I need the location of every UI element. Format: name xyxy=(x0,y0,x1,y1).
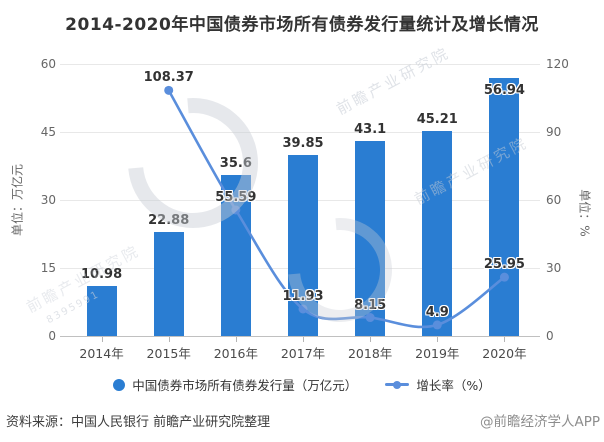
y-axis-tick-label-right: 120 xyxy=(546,57,569,71)
bar-value-label: 22.88 xyxy=(148,213,190,229)
legend-item-growth-rate[interactable]: 增长率（%） xyxy=(385,375,491,394)
chart-title: 2014-2020年中国债券市场所有债券发行量统计及增长情况 xyxy=(65,15,539,35)
x-axis-label: 2018年 xyxy=(347,346,393,361)
x-axis-tick xyxy=(303,337,304,342)
x-axis-tick xyxy=(168,337,170,342)
y-axis-tick-label-left: 15 xyxy=(40,261,56,275)
bar-value-label: 43.1 xyxy=(354,121,387,137)
line-value-label: 4.9 xyxy=(425,304,449,320)
x-axis-tick xyxy=(504,337,506,342)
bar xyxy=(153,232,184,336)
gridline xyxy=(60,132,540,133)
bar xyxy=(86,286,117,336)
bar-value-label: 10.98 xyxy=(81,267,123,283)
line-series-marker-icon xyxy=(385,380,410,389)
legend-line-label: 增长率（%） xyxy=(416,378,491,393)
x-axis-label: 2014年 xyxy=(79,346,124,361)
x-axis-tick xyxy=(235,337,237,342)
bar xyxy=(489,77,520,336)
x-axis-tick xyxy=(370,337,372,342)
y-axis-tick-label-left: 30 xyxy=(40,193,56,207)
y-axis-tick-label-right: 0 xyxy=(546,329,554,343)
line-value-label: 25.95 xyxy=(483,257,525,273)
gridline xyxy=(60,64,540,65)
bar xyxy=(288,155,318,336)
x-axis-label: 2016年 xyxy=(213,346,258,361)
legend-bar-label: 中国债券市场所有债券发行量（万亿元） xyxy=(132,378,358,393)
bar-value-label: 56.94 xyxy=(483,82,525,98)
bar-series-marker-icon xyxy=(113,378,126,391)
y-axis-tick-label-right: 30 xyxy=(546,261,562,275)
x-axis-line xyxy=(60,336,540,337)
legend-item-issuance[interactable]: 中国债券市场所有债券发行量（万亿元） xyxy=(113,375,357,394)
line-value-label: 8.15 xyxy=(354,297,387,313)
bar-value-label: 39.85 xyxy=(282,136,324,152)
x-axis-label: 2020年 xyxy=(482,346,527,361)
line-value-label: 11.93 xyxy=(282,288,324,304)
legend: 中国债券市场所有债券发行量（万亿元） 增长率（%） xyxy=(0,375,604,394)
y-axis-tick-label-left: 0 xyxy=(48,329,56,343)
bar-value-label: 35.6 xyxy=(219,155,252,171)
y-axis-tick-label-right: 60 xyxy=(546,193,562,207)
y-axis-tick-label-left: 45 xyxy=(40,125,56,139)
y-axis-tick-label-right: 90 xyxy=(546,125,562,139)
x-axis-label: 2015年 xyxy=(146,346,191,361)
y-axis-tick-label-left: 60 xyxy=(40,57,56,71)
credit-note: @前瞻经济学人APP xyxy=(479,414,600,430)
bar-value-label: 45.21 xyxy=(416,112,458,128)
x-axis-label: 2019年 xyxy=(415,346,460,361)
x-axis-label: 2017年 xyxy=(280,346,326,361)
line-value-label: 108.37 xyxy=(143,70,194,86)
line-value-label: 55.59 xyxy=(215,189,257,205)
line-point xyxy=(164,85,174,95)
x-axis-tick xyxy=(437,337,439,342)
source-note: 资料来源：中国人民银行 前瞻产业研究院整理 xyxy=(6,415,271,430)
x-axis-tick xyxy=(101,337,103,342)
